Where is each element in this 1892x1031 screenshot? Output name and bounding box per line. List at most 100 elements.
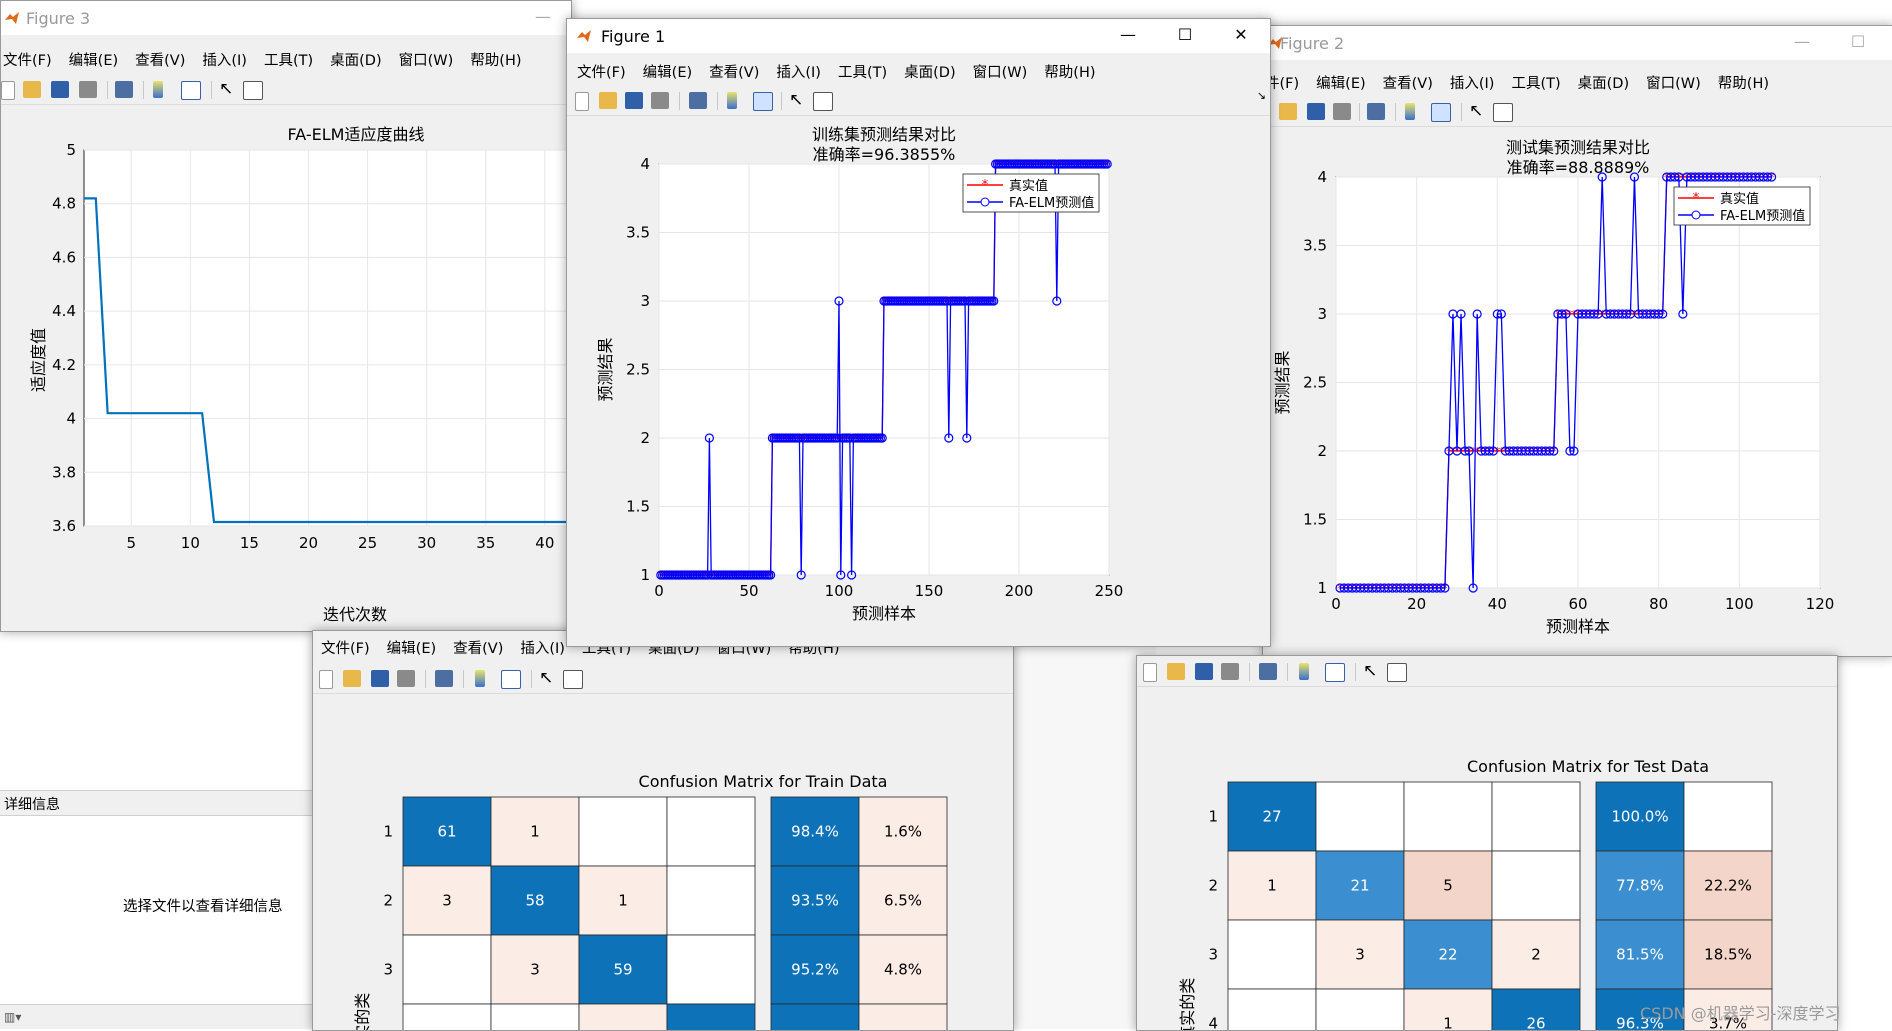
menu-file[interactable]: 文件(F) xyxy=(3,53,52,69)
menu-file[interactable]: 文件(F) xyxy=(321,641,370,657)
figure1-toolbar: ↖ ↘ xyxy=(567,87,1270,116)
menu-edit[interactable]: 编辑(E) xyxy=(642,65,693,81)
menu-view[interactable]: 查看(V) xyxy=(709,65,760,81)
matrix-cell xyxy=(1227,988,1317,1030)
legend-icon[interactable] xyxy=(181,81,201,100)
menu-edit[interactable]: 编辑(E) xyxy=(386,641,437,657)
figure1-titlebar[interactable]: Figure 1 — ☐ ✕ xyxy=(567,19,1270,53)
prediction-point xyxy=(1621,309,1631,319)
menu-edit[interactable]: 编辑(E) xyxy=(68,53,119,69)
open-file-icon[interactable] xyxy=(599,92,617,109)
pointer-icon[interactable]: ↖ xyxy=(539,668,554,688)
menu-insert[interactable]: 插入(I) xyxy=(1449,76,1495,92)
cm-test-window[interactable]: ↖ Confusion Matrix for Test Data 1 27 100.0… xyxy=(1136,655,1838,1031)
menu-window[interactable]: 窗口(W) xyxy=(398,53,454,69)
menu-tools[interactable]: 工具(T) xyxy=(263,53,314,69)
prediction-point xyxy=(1102,159,1112,169)
menu-view[interactable]: 查看(V) xyxy=(1382,76,1433,92)
y-tick-label: 4 xyxy=(1317,168,1327,186)
print-icon[interactable] xyxy=(79,81,97,98)
print-icon[interactable] xyxy=(651,92,669,109)
save-icon[interactable] xyxy=(371,670,389,687)
colorbar-icon[interactable] xyxy=(153,81,163,98)
x-tick-label: 30 xyxy=(417,534,436,552)
menu-help[interactable]: 帮助(H) xyxy=(1044,65,1096,81)
colorbar-icon[interactable] xyxy=(1299,663,1309,680)
menu-file[interactable]: 文件(F) xyxy=(577,65,626,81)
prediction-point xyxy=(1456,309,1466,319)
link-plot-icon[interactable] xyxy=(435,670,453,687)
pointer-icon[interactable]: ↖ xyxy=(789,90,804,110)
pointer-icon[interactable]: ↖ xyxy=(1469,101,1484,121)
link-plot-icon[interactable] xyxy=(689,92,707,109)
link-plot-icon[interactable] xyxy=(1367,103,1385,120)
property-editor-icon[interactable] xyxy=(1387,663,1407,682)
minimize-button[interactable]: — xyxy=(1120,25,1136,44)
y-tick-label: 3.8 xyxy=(52,463,76,481)
matrix-cell xyxy=(1491,988,1581,1030)
menu-view[interactable]: 查看(V) xyxy=(453,641,504,657)
legend-icon[interactable] xyxy=(1431,103,1451,122)
summary-cell xyxy=(1595,850,1685,921)
property-editor-icon[interactable] xyxy=(563,670,583,689)
open-file-icon[interactable] xyxy=(343,670,361,687)
menu-tools[interactable]: 工具(T) xyxy=(1511,76,1561,92)
legend-icon[interactable] xyxy=(501,670,521,689)
property-editor-icon[interactable] xyxy=(243,81,263,100)
maximize-button[interactable]: ☐ xyxy=(1177,25,1193,44)
maximize-button[interactable]: ☐ xyxy=(1850,32,1866,51)
print-icon[interactable] xyxy=(1333,103,1351,120)
undock-arrow-icon[interactable]: ↘ xyxy=(1256,89,1266,102)
print-icon[interactable] xyxy=(397,670,415,687)
minimize-button[interactable]: — xyxy=(1794,32,1810,51)
save-icon[interactable] xyxy=(1307,103,1325,120)
menu-insert[interactable]: 插入(I) xyxy=(202,53,247,69)
menu-file[interactable]: 件(F) xyxy=(1265,76,1300,92)
legend-icon[interactable] xyxy=(1325,663,1345,682)
menu-window[interactable]: 窗口(W) xyxy=(1646,76,1701,92)
new-figure-icon[interactable] xyxy=(1143,663,1157,682)
legend-icon[interactable] xyxy=(753,92,773,111)
property-editor-icon[interactable] xyxy=(1493,103,1513,122)
figure3-window[interactable]: Figure 3 — 文件(F) 编辑(E) 查看(V) 插入(I) 工具(T) 桌面(D… xyxy=(0,0,572,632)
open-file-icon[interactable] xyxy=(23,81,41,98)
pointer-icon[interactable]: ↖ xyxy=(219,79,234,99)
colorbar-icon[interactable] xyxy=(727,92,737,109)
menu-help[interactable]: 帮助(H) xyxy=(470,53,522,69)
menu-desktop[interactable]: 桌面(D) xyxy=(330,53,382,69)
print-icon[interactable] xyxy=(1221,663,1239,680)
menu-insert[interactable]: 插入(I) xyxy=(520,641,565,657)
menu-view[interactable]: 查看(V) xyxy=(135,53,186,69)
figure2-title: Figure 2 xyxy=(1280,34,1345,53)
new-figure-icon[interactable] xyxy=(575,92,589,111)
property-editor-icon[interactable] xyxy=(813,92,833,111)
figure1-window[interactable]: Figure 1 — ☐ ✕ 文件(F) 编辑(E) 查看(V) 插入(I) 工具(T)… xyxy=(566,18,1271,647)
menu-edit[interactable]: 编辑(E) xyxy=(1316,76,1366,92)
colorbar-icon[interactable] xyxy=(1405,103,1415,120)
open-file-icon[interactable] xyxy=(1167,663,1185,680)
menu-insert[interactable]: 插入(I) xyxy=(776,65,821,81)
menu-tools[interactable]: 工具(T) xyxy=(837,65,888,81)
close-button[interactable]: ✕ xyxy=(1234,25,1248,44)
save-icon[interactable] xyxy=(1195,663,1213,680)
pointer-icon[interactable]: ↖ xyxy=(1363,661,1378,681)
menu-window[interactable]: 窗口(W) xyxy=(972,65,1028,81)
open-file-icon[interactable] xyxy=(1279,103,1297,120)
summary-value: 93.5% xyxy=(791,892,839,910)
menu-desktop[interactable]: 桌面(D) xyxy=(904,65,956,81)
save-icon[interactable] xyxy=(51,81,69,98)
cm-train-window[interactable]: 文件(F) 编辑(E) 查看(V) 插入(I) 工具(T) 桌面(D) 窗口(W) 帮助(H)… xyxy=(312,630,1014,1031)
figure2-titlebar[interactable]: Figure 2 — ☐ xyxy=(1263,26,1892,60)
figure2-window[interactable]: Figure 2 — ☐ 件(F) 编辑(E) 查看(V) 插入(I) 工具(T) 桌面(… xyxy=(1262,25,1892,657)
new-figure-icon[interactable] xyxy=(319,670,333,689)
menu-help[interactable]: 帮助(H) xyxy=(1717,76,1769,92)
menu-desktop[interactable]: 桌面(D) xyxy=(1577,76,1630,92)
colorbar-icon[interactable] xyxy=(475,670,485,687)
new-figure-icon[interactable] xyxy=(1,81,15,100)
minimize-button[interactable]: — xyxy=(535,7,551,26)
link-plot-icon[interactable] xyxy=(115,81,133,98)
figure3-titlebar[interactable]: Figure 3 — xyxy=(1,1,571,35)
save-icon[interactable] xyxy=(625,92,643,109)
grid-view-icon[interactable]: ▥▾ xyxy=(4,1010,22,1024)
link-plot-icon[interactable] xyxy=(1259,663,1277,680)
